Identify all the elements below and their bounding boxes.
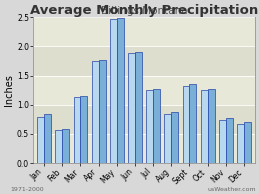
Bar [44, 114, 51, 163]
Bar [37, 117, 44, 163]
Bar [74, 97, 81, 163]
Bar [219, 120, 226, 163]
Bar [62, 129, 69, 163]
Bar [183, 86, 189, 163]
Bar [99, 60, 105, 163]
Bar [208, 89, 214, 163]
Title: Average Monthly Precipitation: Average Monthly Precipitation [30, 4, 258, 17]
Bar [237, 124, 244, 163]
Bar [171, 112, 178, 163]
Bar [146, 90, 153, 163]
Bar [92, 61, 99, 163]
Bar [135, 52, 142, 163]
Bar [33, 0, 255, 17]
Bar [81, 96, 87, 163]
Text: 1971-2000: 1971-2000 [10, 187, 44, 192]
Bar [153, 89, 160, 163]
Bar [201, 90, 208, 163]
Text: Billings,Montana: Billings,Montana [101, 6, 187, 16]
Bar [164, 114, 171, 163]
Text: usWeather.com: usWeather.com [208, 187, 256, 192]
Bar [244, 122, 251, 163]
Bar [55, 130, 62, 163]
Bar [226, 118, 233, 163]
Bar [117, 18, 124, 163]
Bar [33, 105, 255, 134]
Bar [110, 19, 117, 163]
Bar [128, 53, 135, 163]
Bar [33, 46, 255, 75]
Bar [189, 84, 196, 163]
Y-axis label: Inches: Inches [4, 74, 14, 106]
